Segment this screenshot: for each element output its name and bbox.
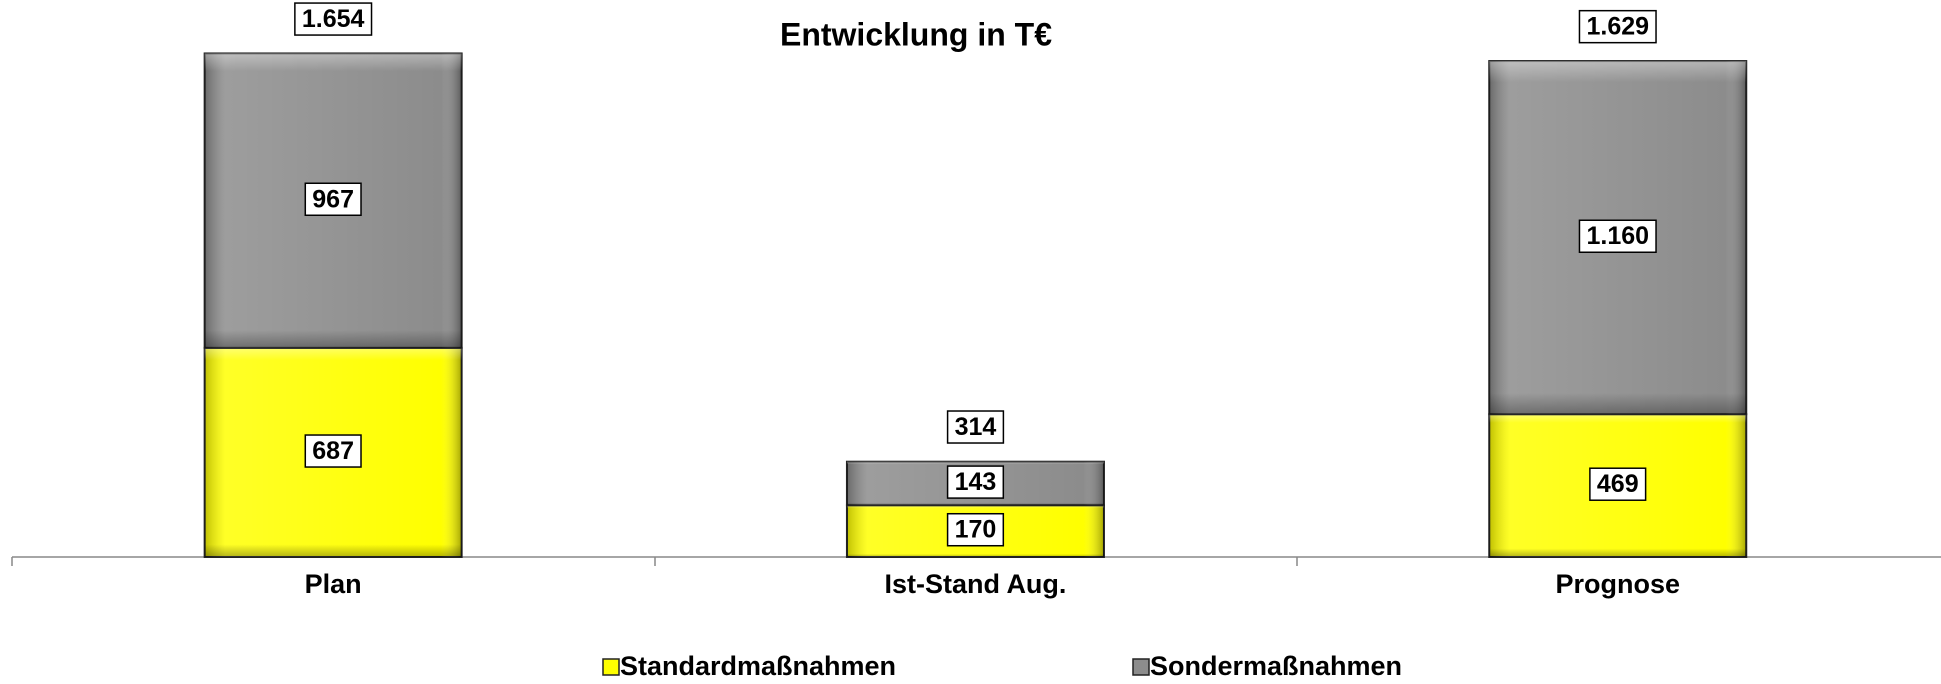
legend-marker [1132, 658, 1150, 676]
value-label-box [304, 182, 362, 217]
value-label: 1.654 [302, 5, 365, 33]
value-label: 687 [312, 437, 354, 465]
x-tick-label: Prognose [1555, 569, 1680, 599]
value-label-group: 967 [304, 182, 362, 217]
value-label-group: 1.160 [1578, 219, 1657, 253]
value-label-box [294, 2, 373, 36]
x-tick-label: Ist-Stand Aug. [884, 569, 1066, 599]
value-label: 469 [1597, 470, 1639, 498]
legend-marker [602, 658, 620, 676]
value-label-group: 314 [946, 410, 1005, 444]
value-label: 170 [955, 516, 997, 544]
value-label-group: 1.654 [294, 2, 373, 36]
chart-title: Entwicklung in T€ [780, 16, 1052, 52]
value-label-group: 687 [304, 434, 362, 468]
value-label: 967 [312, 185, 354, 213]
value-label-box [946, 512, 1005, 547]
value-label: 314 [955, 413, 997, 441]
value-label-box [946, 410, 1005, 444]
value-label-box [1578, 9, 1657, 44]
value-label-box [1578, 219, 1657, 253]
value-label-box [946, 465, 1005, 499]
value-label-box [1589, 467, 1647, 501]
value-label-group: 469 [1589, 467, 1647, 501]
legend-label: Standardmaßnahmen [620, 651, 896, 681]
value-label-group: 170 [946, 512, 1005, 547]
value-label: 143 [955, 468, 997, 496]
x-tick-label: Plan [305, 569, 362, 599]
value-label-group: 143 [946, 465, 1005, 499]
value-label-box [304, 434, 362, 468]
value-label-group: 1.629 [1578, 9, 1657, 44]
value-label: 1.160 [1586, 222, 1649, 250]
legend-label: Sondermaßnahmen [1150, 651, 1402, 681]
value-label: 1.629 [1586, 13, 1649, 41]
